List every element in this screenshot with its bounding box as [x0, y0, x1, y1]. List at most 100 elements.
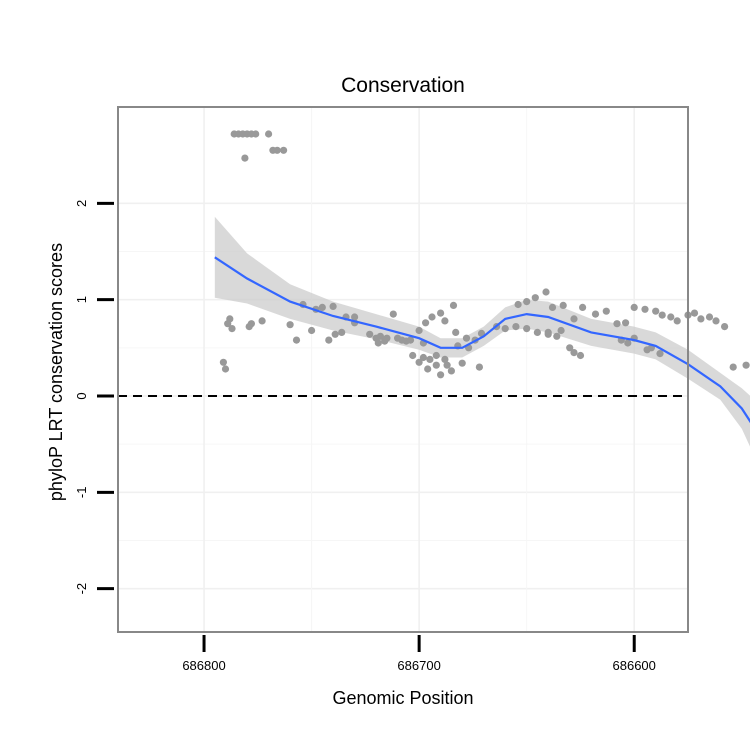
scatter-point	[409, 351, 417, 360]
scatter-point	[241, 154, 249, 162]
scatter-point	[512, 323, 520, 331]
scatter-point	[286, 321, 294, 329]
scatter-point	[697, 315, 705, 323]
scatter-point	[406, 336, 415, 344]
scatter-point	[576, 351, 585, 360]
scatter-point	[419, 353, 427, 362]
x-tick-label: 686800	[182, 658, 225, 673]
scatter-point	[533, 328, 542, 336]
scatter-point	[443, 361, 451, 369]
scatter-point	[531, 294, 539, 302]
scatter-point	[258, 317, 266, 325]
scatter-point	[641, 305, 649, 313]
y-tick-label: 0	[74, 392, 89, 399]
scatter-point	[570, 349, 578, 357]
plot-frame	[117, 106, 689, 633]
scatter-point	[712, 317, 720, 325]
scatter-point	[415, 358, 423, 366]
scatter-point	[742, 361, 750, 369]
x-tick-label: 686700	[397, 658, 440, 673]
scatter-point	[228, 325, 236, 333]
scatter-point	[331, 330, 339, 338]
scatter-point	[376, 332, 384, 340]
scatter-point	[245, 323, 253, 331]
scatter-point	[690, 309, 699, 317]
scatter-point	[652, 307, 660, 315]
scatter-point	[721, 323, 729, 331]
scatter-point	[292, 336, 301, 344]
x-axis-label: Genomic Position	[332, 688, 473, 708]
scatter-point	[422, 319, 430, 327]
scatter-point	[523, 325, 531, 333]
scatter-point	[338, 328, 346, 336]
scatter-point	[428, 313, 436, 321]
scatter-point	[514, 300, 522, 309]
scatter-point	[462, 334, 471, 342]
scatter-point	[548, 303, 557, 311]
scatter-point	[705, 313, 714, 321]
y-axis: -2 -1 0 1 2	[74, 200, 114, 595]
scatter-point	[613, 320, 621, 328]
y-tick-label: -2	[74, 583, 89, 595]
scatter-point	[579, 303, 587, 311]
scatter-point	[559, 301, 567, 309]
scatter-point	[602, 307, 610, 315]
scatter-point	[424, 365, 432, 373]
scatter-point	[318, 303, 326, 311]
y-axis-label: phyloP LRT conservation scores	[46, 243, 66, 501]
scatter-point	[441, 317, 449, 325]
scatter-point	[449, 301, 458, 309]
scatter-point	[437, 309, 445, 317]
scatter-point	[630, 303, 638, 311]
scatter-point	[308, 326, 316, 335]
gridlines	[118, 107, 688, 632]
scatter-point	[437, 371, 445, 379]
scatter-point	[624, 339, 632, 347]
scatter-point	[366, 330, 374, 338]
scatter-point	[452, 328, 460, 336]
scatter-point	[475, 363, 483, 371]
scatter-point	[219, 358, 227, 366]
scatter-point	[542, 288, 550, 296]
chart-title: Conservation	[341, 74, 465, 97]
scatter-point	[673, 317, 681, 325]
scatter-point	[389, 310, 397, 318]
scatter-points	[219, 130, 750, 379]
scatter-point	[656, 350, 664, 358]
scatter-point	[224, 320, 232, 328]
scatter-point	[280, 146, 288, 154]
scatter-point	[415, 326, 423, 335]
scatter-point	[523, 298, 531, 306]
scatter-point	[458, 359, 466, 367]
scatter-point	[447, 367, 455, 375]
scatter-point	[544, 330, 552, 338]
scatter-point	[570, 315, 578, 323]
scatter-point	[477, 329, 486, 337]
scatter-point	[383, 334, 391, 342]
scatter-point	[643, 346, 651, 354]
x-tick-label: 686600	[613, 658, 656, 673]
scatter-point	[252, 130, 260, 138]
scatter-point	[426, 355, 434, 363]
scatter-point	[265, 130, 273, 138]
scatter-point	[553, 332, 561, 340]
scatter-point	[374, 339, 382, 347]
y-tick-label: -1	[74, 487, 89, 499]
scatter-point	[441, 355, 449, 363]
scatter-point	[269, 146, 277, 154]
scatter-point	[221, 365, 230, 373]
y-tick-label: 1	[74, 296, 89, 303]
scatter-point	[432, 351, 440, 360]
scatter-point	[729, 363, 737, 371]
scatter-point	[658, 311, 666, 319]
scatter-point	[557, 326, 565, 335]
scatter-point	[501, 325, 509, 333]
scatter-point	[622, 319, 630, 327]
scatter-point	[432, 361, 440, 369]
y-tick-label: 2	[74, 200, 89, 207]
scatter-point	[566, 344, 574, 352]
scatter-point	[325, 336, 333, 344]
scatter-point	[591, 310, 600, 318]
scatter-point	[667, 313, 675, 321]
